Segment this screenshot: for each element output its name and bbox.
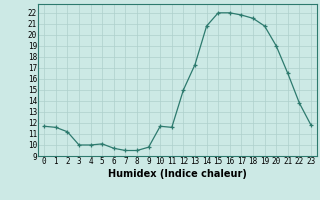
X-axis label: Humidex (Indice chaleur): Humidex (Indice chaleur): [108, 169, 247, 179]
